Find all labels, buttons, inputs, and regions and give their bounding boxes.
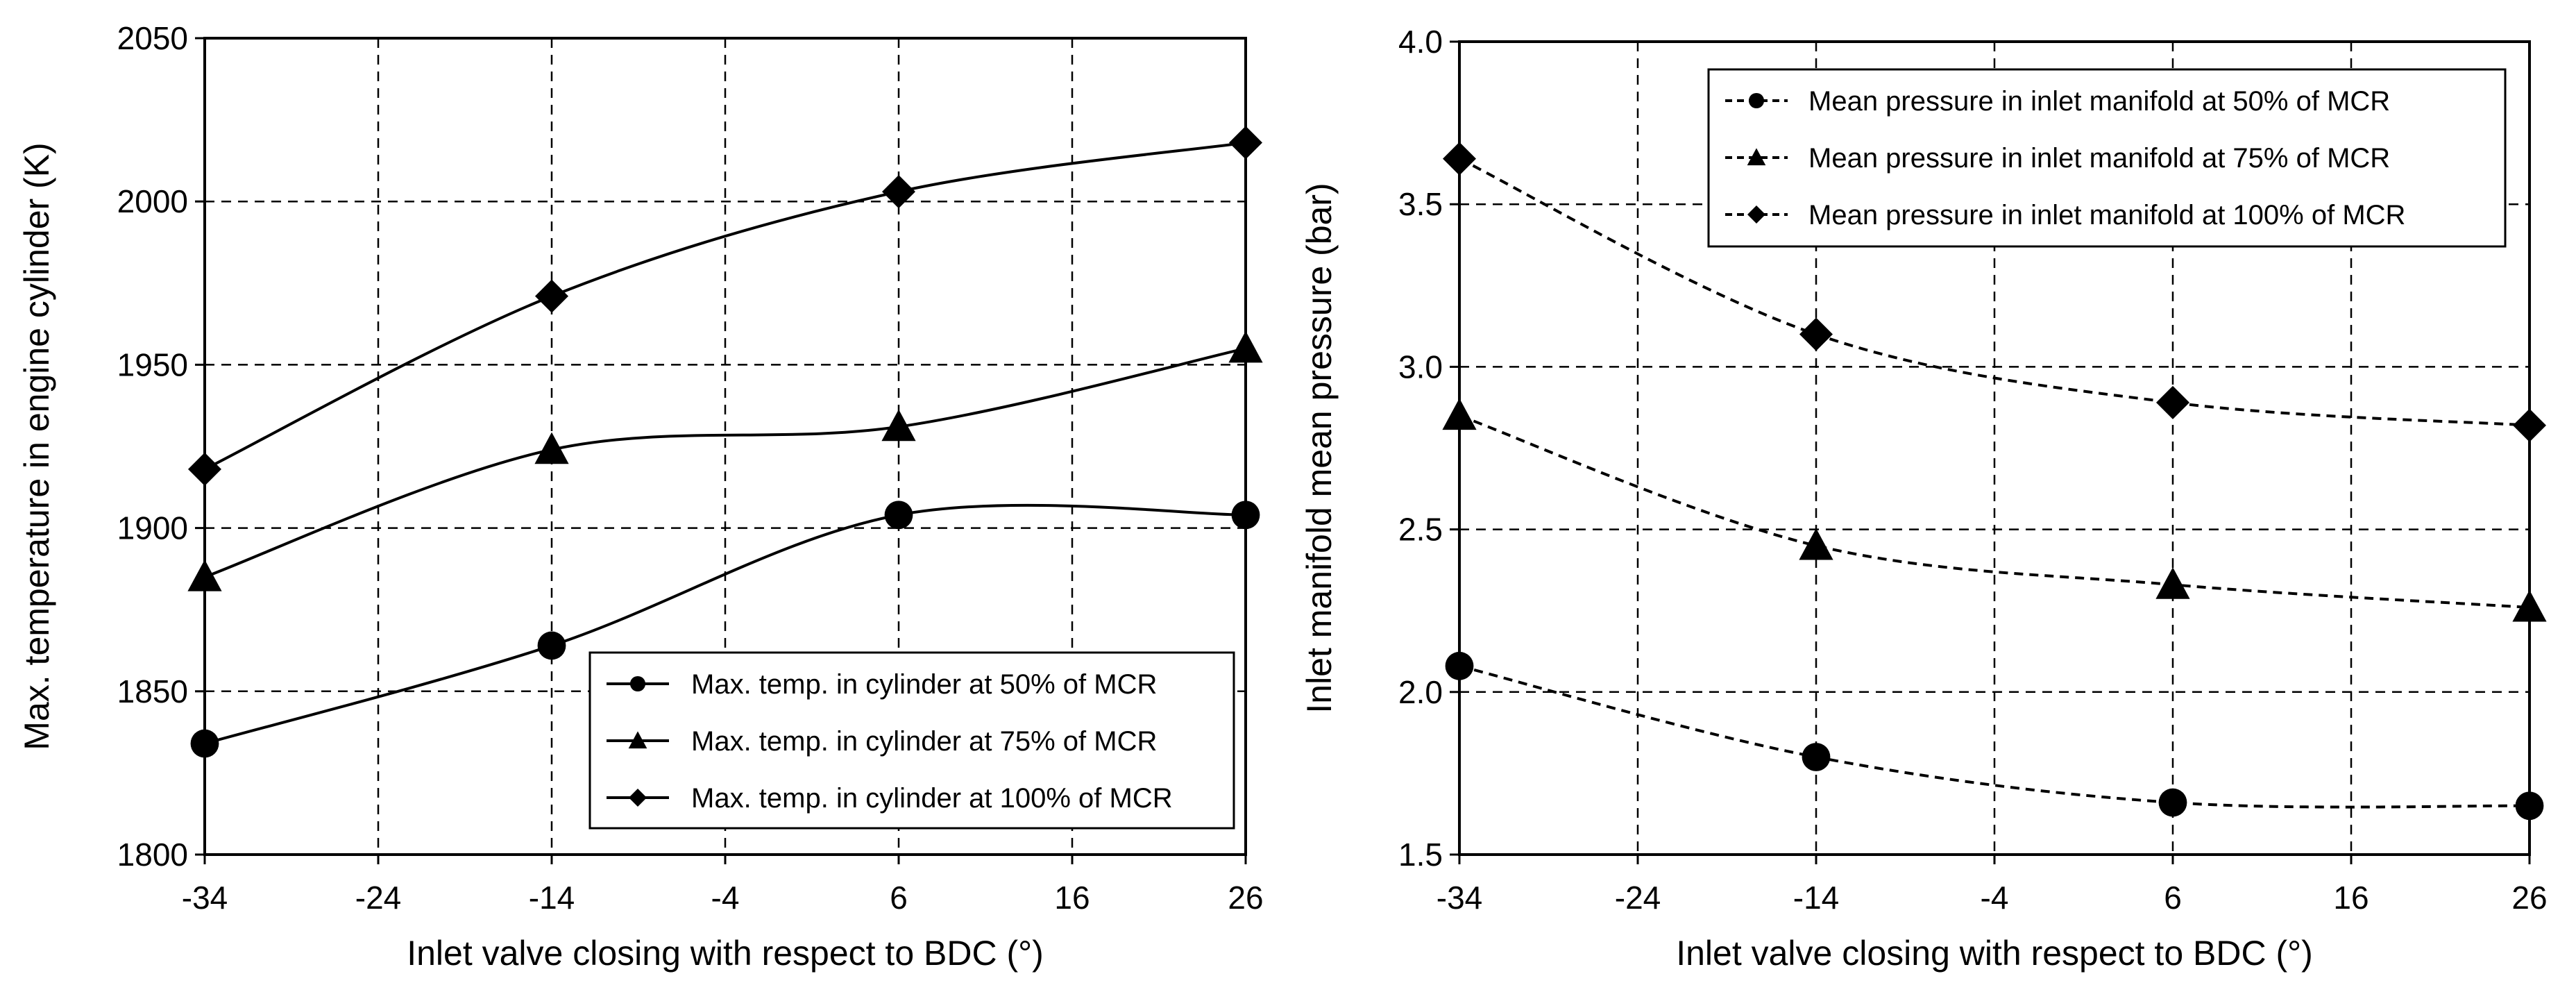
y-tick-label: 3.5: [1398, 186, 1443, 222]
legend-marker-1: [1748, 92, 1765, 109]
x-tick-label: -34: [1437, 880, 1482, 916]
data-point-s2-3: [2155, 567, 2190, 599]
x-tick-label: -34: [182, 880, 228, 916]
x-tick-label: 6: [2164, 880, 2182, 916]
x-tick-label: 26: [1228, 880, 1263, 916]
x-tick-label: 26: [2511, 880, 2547, 916]
data-point-s2-2: [534, 432, 569, 464]
x-tick-label: -14: [1793, 880, 1839, 916]
x-axis-label: Inlet valve closing with respect to BDC …: [1676, 934, 2313, 973]
data-point-s1-1: [190, 729, 219, 758]
y-tick-label: 2.0: [1398, 674, 1443, 710]
x-tick-label: 6: [890, 880, 908, 916]
legend-box: [1707, 68, 2507, 248]
data-point-s2-3: [881, 409, 916, 442]
data-point-s1-2: [537, 631, 566, 660]
series-line-3: [1459, 157, 2530, 427]
series-line-1: [204, 503, 1246, 745]
legend-marker-3: [629, 789, 647, 807]
data-point-s3-2: [1799, 317, 1833, 351]
y-tick-label: 1.5: [1398, 837, 1443, 873]
chart-1: -34 -24 -14 -4 6 16 26 1800 1850 1900 1950 2000 2050…: [17, 20, 1264, 973]
data-point-s3-2: [535, 279, 568, 313]
legend-marker-3: [1747, 205, 1765, 224]
series-line-2: [1459, 414, 2530, 610]
legend-label-3: Max. temp. in cylinder at 100% of MCR: [691, 783, 1173, 814]
y-tick-label: 1850: [117, 673, 188, 709]
data-point-s3-4: [1229, 126, 1262, 160]
x-tick-label: -4: [711, 880, 740, 916]
data-point-s1-2: [1802, 743, 1831, 771]
data-point-s1-1: [1445, 651, 1474, 680]
y-tick-label: 4.0: [1398, 24, 1443, 60]
x-axis-label: Inlet valve closing with respect to BDC …: [407, 934, 1044, 973]
series-line-2: [204, 346, 1246, 579]
legend-label-3: Mean pressure in inlet manifold at 100% …: [1808, 200, 2405, 230]
x-tick-label: -24: [355, 880, 401, 916]
x-tick-label: -24: [1615, 880, 1661, 916]
legend-box: [588, 651, 1235, 830]
y-tick-label: 1800: [117, 837, 188, 873]
data-point-s3-1: [188, 452, 221, 486]
y-tick-label: 3.0: [1398, 348, 1443, 385]
data-point-s2-1: [187, 560, 222, 591]
y-tick-label: 1950: [117, 346, 188, 383]
data-point-s2-4: [1228, 330, 1263, 363]
data-point-s3-4: [2513, 408, 2546, 442]
y-tick-label: 2.5: [1398, 512, 1443, 548]
legend-label-1: Max. temp. in cylinder at 50% of MCR: [691, 669, 1157, 700]
series-line-1: [1459, 664, 2530, 809]
legend-marker-2: [1747, 148, 1766, 166]
y-tick-label: 1900: [117, 510, 188, 546]
data-point-s2-4: [2512, 589, 2547, 622]
x-tick-label: -4: [1981, 880, 2009, 916]
y-axis-label: Max. temperature in engine cylinder (K): [17, 142, 56, 750]
x-tick-label: 16: [1054, 880, 1090, 916]
data-point-s3-1: [1443, 142, 1476, 176]
data-point-s1-4: [1231, 501, 1260, 530]
x-tick-label: -14: [529, 880, 575, 916]
data-point-s2-2: [1799, 528, 1833, 560]
data-point-s3-3: [882, 175, 915, 209]
data-point-s2-1: [1442, 398, 1477, 430]
legend-marker-1: [629, 675, 646, 692]
legend-label-1: Mean pressure in inlet manifold at 50% o…: [1808, 86, 2390, 117]
y-tick-label: 2050: [117, 20, 188, 56]
data-point-s1-3: [884, 501, 913, 530]
data-point-s3-3: [2156, 385, 2189, 419]
chart-2: -34 -24 -14 -4 6 16 26 1.5 2.0 2.5 3.0 3.5 4.0 Inlet …: [1300, 24, 2548, 973]
series-line-3: [204, 141, 1246, 471]
y-tick-label: 2000: [117, 183, 188, 219]
legend-label-2: Max. temp. in cylinder at 75% of MCR: [691, 726, 1157, 757]
data-point-s1-4: [2515, 791, 2544, 821]
legend-marker-2: [628, 731, 647, 749]
legend-label-2: Mean pressure in inlet manifold at 75% o…: [1808, 143, 2390, 174]
y-axis-label: Inlet manifold mean pressure (bar): [1300, 183, 1339, 713]
data-point-s1-3: [2158, 788, 2187, 817]
x-tick-label: 16: [2333, 880, 2369, 916]
